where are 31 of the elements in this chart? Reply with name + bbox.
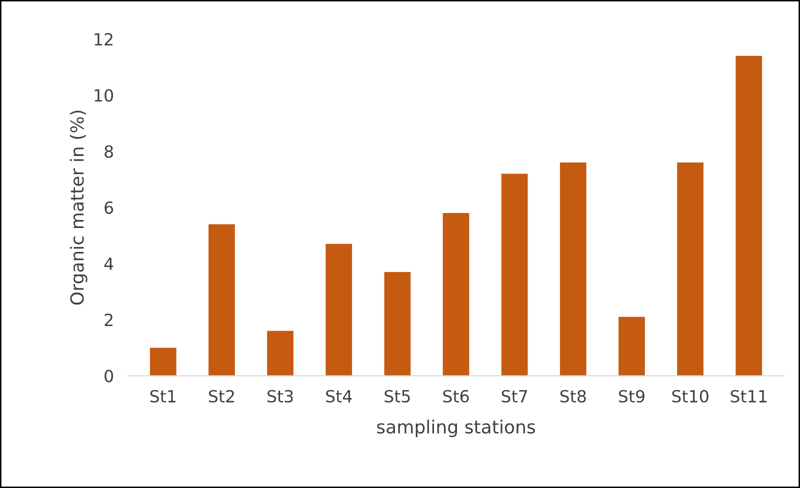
y-axis-title: Organic matter in (%) xyxy=(70,110,88,305)
bar xyxy=(150,348,176,376)
bar xyxy=(267,330,294,376)
y-tick-label: 10 xyxy=(94,89,114,102)
x-tick-label: St4 xyxy=(326,390,352,403)
x-tick-label: St11 xyxy=(730,390,766,403)
bar xyxy=(208,224,235,376)
y-tick-label: 12 xyxy=(94,33,112,46)
bar xyxy=(326,244,352,376)
y-tick-label: 0 xyxy=(104,370,114,382)
x-tick-label: St10 xyxy=(672,390,708,403)
bar xyxy=(384,272,411,376)
x-tick-label: St9 xyxy=(618,390,644,403)
y-tick-label: 2 xyxy=(104,314,112,326)
bar xyxy=(560,162,586,376)
x-tick-label: St8 xyxy=(560,390,586,403)
bar xyxy=(442,213,470,376)
y-tick-label: 4 xyxy=(104,258,114,270)
x-tick-label: St6 xyxy=(443,390,469,403)
y-tick-label: 8 xyxy=(104,145,113,158)
bar xyxy=(501,174,528,376)
bar xyxy=(736,56,762,376)
x-tick-label: St3 xyxy=(268,390,293,403)
x-tick-label: St5 xyxy=(384,390,410,403)
x-tick-label: St7 xyxy=(502,390,528,403)
bar xyxy=(618,316,645,376)
x-tick-label: St1 xyxy=(150,390,176,403)
bar xyxy=(677,162,704,376)
y-tick-label: 6 xyxy=(104,201,114,214)
x-axis-title: sampling stations xyxy=(377,420,535,438)
x-tick-label: St2 xyxy=(208,390,234,403)
